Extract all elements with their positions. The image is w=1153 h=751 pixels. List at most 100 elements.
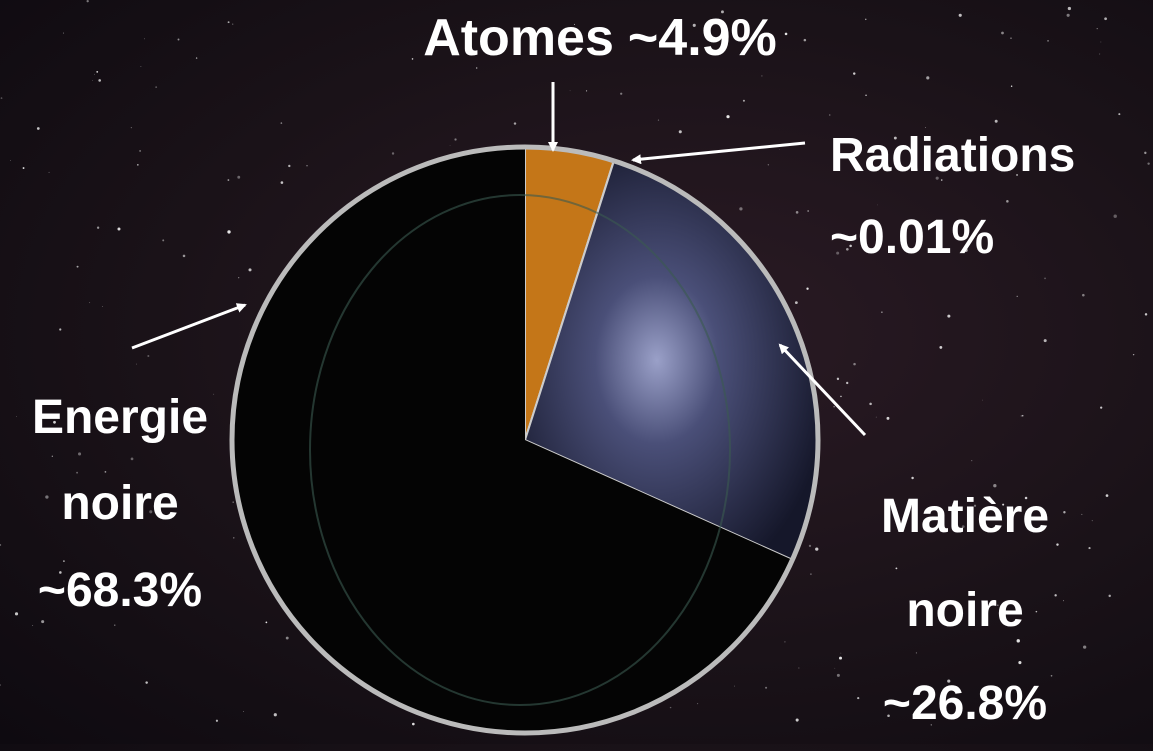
star	[22, 167, 25, 170]
star	[1132, 353, 1135, 356]
arrow	[778, 343, 867, 437]
star	[784, 641, 786, 643]
star	[0, 684, 1, 686]
star	[306, 165, 308, 167]
star	[840, 652, 842, 654]
star	[14, 612, 19, 616]
star	[895, 567, 898, 570]
star	[104, 470, 107, 473]
star	[16, 416, 18, 417]
star	[994, 119, 998, 123]
star	[846, 381, 849, 385]
star	[411, 722, 415, 726]
star	[285, 636, 289, 640]
star	[997, 604, 999, 606]
star	[808, 544, 812, 547]
star	[1043, 339, 1047, 343]
star	[0, 544, 2, 546]
star	[1016, 639, 1020, 643]
star	[1002, 503, 1005, 506]
star	[227, 230, 231, 234]
star	[45, 495, 49, 499]
star	[53, 420, 56, 424]
star	[96, 70, 99, 73]
star	[925, 126, 926, 128]
star	[1067, 6, 1072, 11]
value-label: ~0.01%	[830, 210, 995, 264]
star	[657, 119, 660, 121]
star	[59, 571, 62, 574]
star	[476, 67, 478, 69]
star	[943, 603, 947, 607]
star	[1016, 174, 1018, 176]
star	[147, 355, 150, 358]
value-label: ~26.8%	[882, 677, 1048, 731]
star	[213, 393, 215, 395]
star	[177, 38, 180, 41]
star	[92, 80, 93, 81]
star	[911, 476, 914, 480]
glow-ring	[309, 194, 731, 706]
star	[227, 179, 230, 181]
star	[86, 0, 89, 3]
star	[288, 164, 291, 168]
arrow	[631, 141, 806, 165]
star	[76, 471, 78, 474]
star	[130, 126, 133, 129]
star	[1091, 520, 1093, 522]
star	[1050, 674, 1053, 677]
star	[1001, 31, 1004, 35]
star	[939, 345, 943, 349]
star	[964, 246, 966, 248]
star	[149, 510, 153, 514]
star	[869, 402, 872, 406]
star	[1024, 496, 1028, 500]
star	[215, 719, 219, 722]
star	[829, 114, 831, 116]
arrow	[131, 303, 247, 350]
star	[1047, 40, 1049, 42]
star	[815, 547, 819, 551]
star	[32, 625, 34, 626]
star	[697, 703, 699, 705]
star	[162, 239, 165, 242]
star	[137, 164, 139, 166]
star	[1105, 494, 1109, 497]
pie-rim	[229, 144, 821, 736]
star	[1081, 513, 1083, 515]
star	[982, 399, 983, 401]
slice-label: Matière noire ~26.8%	[820, 470, 1110, 751]
star	[140, 65, 142, 67]
star	[947, 679, 951, 683]
star	[865, 18, 867, 21]
star	[765, 686, 768, 689]
star	[836, 377, 840, 381]
star	[1044, 277, 1046, 280]
star	[1006, 200, 1009, 203]
star	[853, 72, 856, 75]
star	[273, 713, 277, 717]
star	[248, 268, 252, 272]
star	[961, 525, 965, 529]
star	[836, 251, 840, 255]
star	[893, 136, 897, 140]
star	[857, 696, 860, 700]
star	[155, 86, 158, 88]
star	[915, 652, 917, 654]
star	[1104, 17, 1107, 21]
star	[742, 99, 745, 102]
star	[1144, 313, 1148, 316]
star	[243, 711, 245, 713]
star	[779, 149, 780, 150]
star	[887, 714, 890, 718]
star	[78, 452, 82, 456]
star	[136, 363, 137, 365]
pie-slice	[231, 147, 793, 733]
star	[881, 311, 883, 313]
star	[947, 314, 951, 318]
star	[1144, 151, 1147, 155]
star	[806, 287, 809, 290]
star	[1100, 41, 1102, 43]
pie	[231, 145, 819, 733]
star	[810, 573, 812, 575]
